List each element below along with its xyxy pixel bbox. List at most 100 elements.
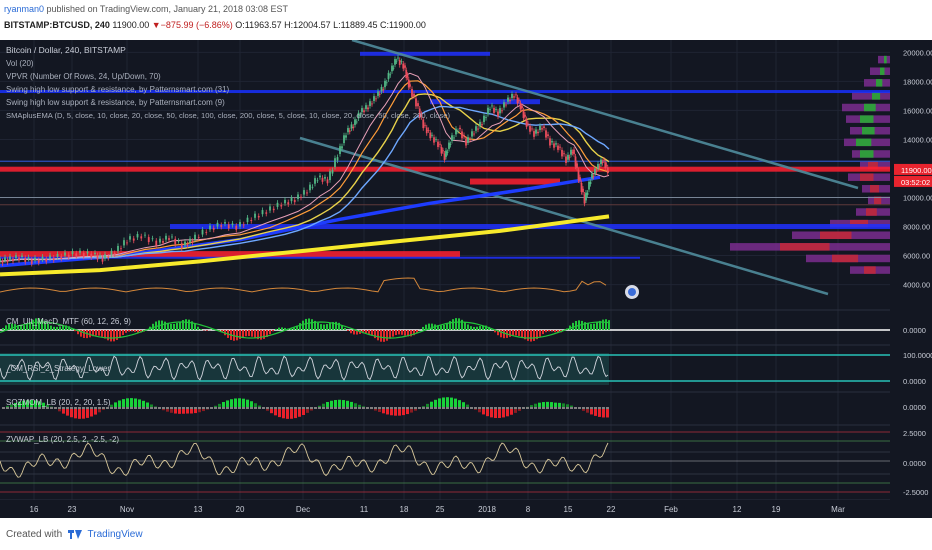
rsi-axis-label: 100.0000 — [903, 351, 932, 360]
sqzmom-dot — [594, 407, 597, 409]
macd-histogram-bar — [110, 330, 112, 342]
sqzmom-dot — [26, 407, 29, 409]
sqzmom-bar — [186, 408, 189, 414]
macd-histogram-bar — [317, 322, 319, 330]
macd-histogram-bar — [410, 330, 412, 337]
tradingview-brand[interactable]: TradingView — [87, 529, 143, 540]
price-zone — [360, 51, 490, 56]
candle-body — [168, 238, 170, 240]
candle-body — [455, 128, 457, 135]
sqzmom-dot — [70, 407, 73, 409]
sqzmom-dot — [554, 407, 557, 409]
last-price: 11900.00 — [112, 20, 150, 30]
sqzmom-bar — [214, 405, 217, 408]
sqzmom-bar — [310, 408, 313, 411]
sqzmom-bar — [42, 402, 45, 408]
candle-body — [9, 256, 11, 260]
sqzmom-bar — [410, 408, 413, 413]
tradingview-logo-icon — [67, 529, 82, 539]
macd-histogram-bar — [5, 325, 7, 330]
candle-body — [326, 179, 329, 184]
indicator-panes — [0, 318, 890, 493]
macd-histogram-bar — [383, 330, 385, 342]
time-tick-label: 8 — [526, 505, 531, 514]
sqzmom-dot — [446, 407, 449, 409]
sqzmom-dot — [146, 407, 149, 409]
sqzmom-bar — [218, 403, 221, 408]
sqzmom-dot — [210, 407, 213, 409]
sqzmom-bar — [190, 408, 193, 414]
macd-histogram-bar — [293, 327, 295, 330]
candle-body — [117, 245, 119, 252]
candle-body — [499, 108, 501, 114]
sqzmom-dot — [534, 407, 537, 409]
macd-histogram-bar — [17, 325, 19, 330]
sqzmom-dot — [470, 407, 473, 409]
macd-histogram-bar — [239, 330, 241, 339]
macd-histogram-bar — [41, 319, 43, 330]
macd-histogram-bar — [74, 330, 76, 332]
ema-50-line — [0, 80, 610, 262]
time-axis[interactable]: 16 23 Nov 13 20 Dec 11 18 25 2018 8 15 22 Feb 12 19 Mar — [0, 500, 932, 518]
sqzmom-bar — [354, 403, 357, 408]
sqzmom-dot — [142, 407, 145, 409]
sqzmom-dot — [518, 407, 521, 409]
macd-histogram-bar — [305, 318, 307, 330]
candle-body — [385, 82, 388, 84]
sqzmom-bar — [34, 400, 37, 408]
price-chart[interactable]: 20000.0018000.0016000.0014000.0012000.00… — [0, 40, 932, 518]
chart-legend: Bitcoin / Dollar, 240, BITSTAMP Vol (20)… — [6, 45, 451, 120]
sqzmom-bar — [278, 408, 281, 418]
legend-line: Swing high low support & resistance, by … — [6, 85, 230, 94]
price-axis[interactable]: 20000.0018000.0016000.0014000.0012000.00… — [890, 40, 932, 500]
sqzmom-dot — [334, 407, 337, 409]
candle-body — [547, 134, 549, 137]
sqzmom-dot — [538, 407, 541, 409]
sqzmom-dot — [150, 407, 153, 409]
candle-body — [522, 110, 525, 118]
sqzmom-bar — [138, 399, 141, 408]
sqzmom-bar — [286, 408, 289, 419]
sqzmom-bar — [238, 398, 241, 408]
macd-histogram-bar — [326, 324, 328, 330]
candle-body — [604, 162, 607, 169]
time-tick-label: 19 — [772, 505, 781, 514]
macd-histogram-bar — [89, 330, 91, 338]
candle-body — [495, 109, 497, 110]
candle-body — [525, 119, 528, 127]
candle-body — [588, 181, 590, 190]
chart-area[interactable]: 20000.0018000.0016000.0014000.0012000.00… — [0, 40, 932, 518]
macd-histogram-bar — [266, 330, 268, 337]
symbol-label: BITSTAMP:BTCUSD, 240 — [4, 20, 110, 30]
sqzmom-dot — [90, 407, 93, 409]
sqzmom-bar — [594, 408, 597, 416]
macd-histogram-bar — [473, 326, 475, 330]
sqzmom-bar — [414, 408, 417, 411]
sqzmom-bar — [490, 408, 493, 418]
candle-body — [589, 181, 592, 185]
time-tick-label: 16 — [30, 505, 39, 514]
macd-histogram-bar — [80, 330, 82, 337]
candle-body — [579, 177, 581, 181]
candle-series — [0, 55, 609, 267]
candle-body — [469, 139, 471, 141]
macd-histogram-bar — [551, 330, 553, 332]
price-zone — [0, 160, 890, 162]
candle-body — [171, 236, 173, 238]
sqzmom-dot — [506, 407, 509, 409]
macd-histogram-bar — [389, 330, 391, 339]
countdown-tag — [894, 175, 932, 187]
sqzmom-dot — [222, 407, 225, 409]
sqzmom-bar — [542, 402, 545, 408]
macd-histogram-bar — [200, 329, 202, 330]
candle-body — [71, 251, 74, 255]
candle-body — [553, 143, 555, 148]
volume-profile-bar — [866, 208, 877, 216]
sqzmom-dot — [254, 407, 257, 409]
price-zone — [0, 204, 890, 206]
sqzmom-dot — [106, 407, 109, 409]
time-tick-label: 25 — [436, 505, 445, 514]
author-link[interactable]: ryanman0 — [4, 4, 45, 14]
rsi-pane-label: _CM_RSI_2_Strategy_Lower — [5, 364, 110, 373]
candle-body — [276, 202, 279, 207]
